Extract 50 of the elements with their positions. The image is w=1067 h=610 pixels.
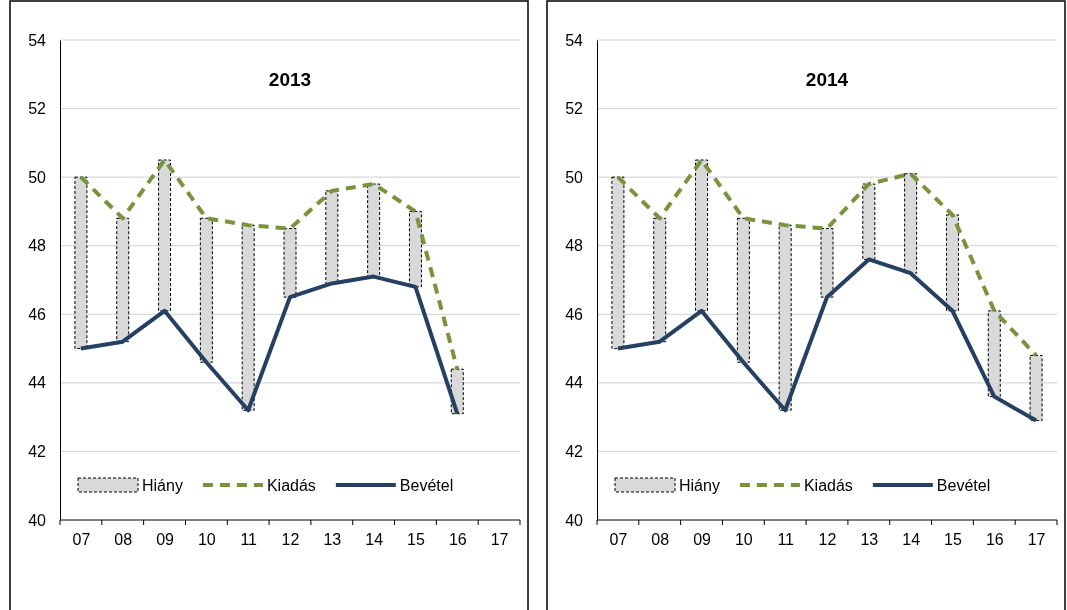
y-tick-label: 52 bbox=[28, 100, 47, 118]
y-tick-label: 52 bbox=[565, 100, 584, 118]
y-tick-label: 40 bbox=[565, 511, 584, 529]
y-tick-label: 42 bbox=[28, 443, 47, 461]
x-tick-label: 16 bbox=[985, 531, 1004, 549]
y-tick-label: 54 bbox=[565, 31, 584, 49]
x-tick-label: 10 bbox=[734, 531, 753, 549]
y-tick-label: 40 bbox=[28, 511, 47, 529]
y-tick-label: 50 bbox=[565, 168, 584, 186]
line-series bbox=[615, 158, 1039, 358]
line-series bbox=[78, 158, 460, 372]
x-tick-label: 08 bbox=[114, 531, 133, 549]
legend-label: Hiány bbox=[142, 477, 183, 494]
text: 2014 bbox=[805, 69, 849, 90]
y-tick-label: 46 bbox=[565, 305, 584, 323]
x-tick-label: 11 bbox=[777, 531, 795, 549]
line-series bbox=[78, 274, 460, 416]
y-tick-label: 42 bbox=[565, 443, 584, 461]
legend-label: Kiadás bbox=[266, 477, 316, 494]
x-tick-label: 13 bbox=[323, 531, 342, 549]
x-tick-label: 12 bbox=[818, 531, 837, 549]
x-tick-label: 17 bbox=[1027, 531, 1046, 549]
x-tick-label: 11 bbox=[240, 531, 258, 549]
x-tick-label: 07 bbox=[72, 531, 91, 549]
legend-label: Hiány bbox=[679, 477, 720, 494]
text: 2013 bbox=[268, 69, 312, 90]
legend-label: Bevétel bbox=[399, 477, 454, 494]
legend-label: Bevétel bbox=[936, 477, 991, 494]
x-tick-label: 10 bbox=[197, 531, 216, 549]
x-tick-label: 16 bbox=[448, 531, 467, 549]
y-tick-label: 44 bbox=[28, 374, 47, 392]
x-tick-label: 17 bbox=[490, 531, 509, 549]
x-tick-label: 14 bbox=[365, 531, 384, 549]
legend-label: Kiadás bbox=[803, 477, 853, 494]
x-tick-label: 09 bbox=[156, 531, 175, 549]
y-tick-label: 48 bbox=[28, 237, 47, 255]
x-tick-label: 15 bbox=[944, 531, 962, 549]
x-tick-label: 13 bbox=[860, 531, 879, 549]
x-tick-label: 07 bbox=[609, 531, 628, 549]
y-tick-label: 44 bbox=[565, 374, 584, 392]
x-tick-label: 09 bbox=[693, 531, 712, 549]
y-tick-label: 54 bbox=[28, 31, 47, 49]
x-tick-label: 14 bbox=[902, 531, 921, 549]
y-tick-label: 48 bbox=[565, 237, 584, 255]
y-tick-label: 50 bbox=[28, 168, 47, 186]
y-tick-label: 46 bbox=[28, 305, 47, 323]
line-series bbox=[615, 257, 1039, 423]
x-tick-label: 12 bbox=[281, 531, 300, 549]
x-tick-label: 15 bbox=[407, 531, 425, 549]
x-tick-label: 08 bbox=[651, 531, 670, 549]
